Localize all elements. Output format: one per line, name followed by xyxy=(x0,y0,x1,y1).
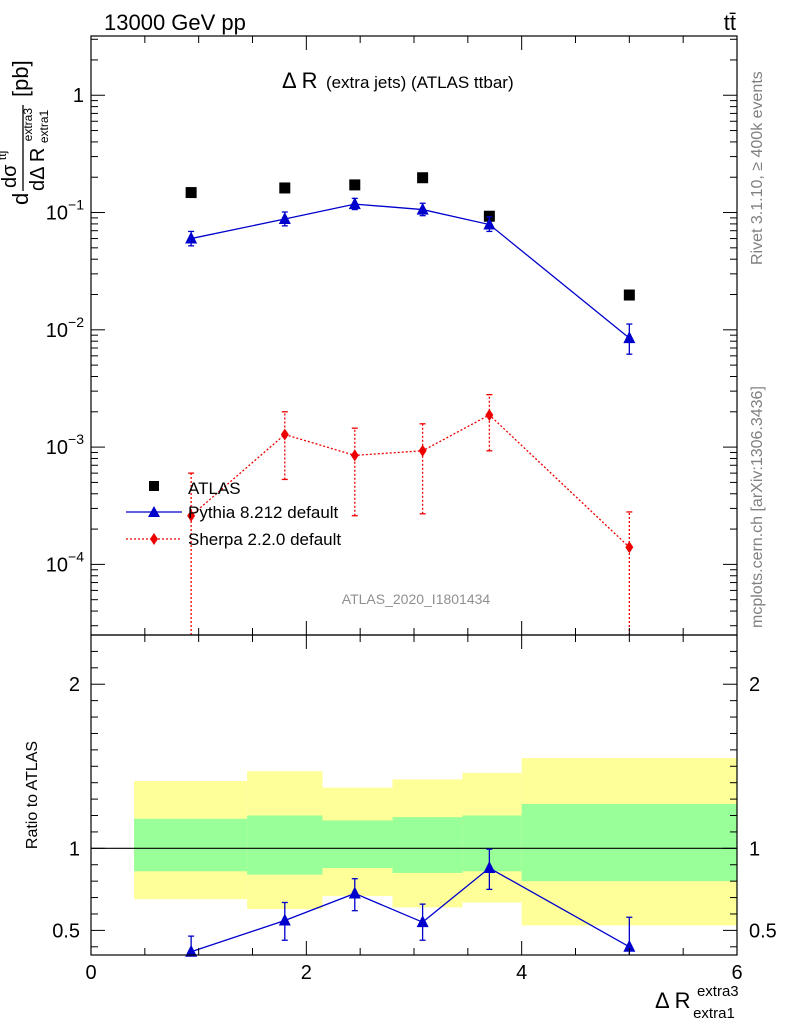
main-point-pythia xyxy=(416,202,429,215)
main-title-sub: (extra jets) (ATLAS ttbar) xyxy=(326,73,514,92)
ratio-x-tick-label: 0 xyxy=(85,962,96,984)
y-label-den-main: dΔ R xyxy=(27,148,49,191)
legend-marker-atlas xyxy=(149,481,159,491)
y-label-unit: [pb] xyxy=(8,60,33,97)
main-point-atlas xyxy=(349,179,361,191)
main-y-tick-label-base: 10 xyxy=(46,437,68,459)
main-axes: 10−410−310−210−11 xyxy=(46,36,738,635)
y-label-den-sup: extra3 xyxy=(21,108,35,142)
mcplots-label: mcplots.cern.ch [arXiv:1306.3436] xyxy=(749,386,766,628)
x-axis-label: Δ R extra3 extra1 xyxy=(655,983,743,1022)
ratio-y-tick-label-right: 2 xyxy=(749,674,760,696)
y-label-denominator: dΔ R extra1 extra3 xyxy=(21,105,52,191)
legend-label-atlas: ATLAS xyxy=(188,479,241,498)
ratio-band-inner xyxy=(322,820,393,869)
legend: ATLAS Pythia 8.212 default Sherpa 2.2.0 … xyxy=(126,479,341,549)
ratio-axes: 0.5 0.5 1 1 2 2 0 2 4 6 xyxy=(52,634,777,984)
x-label-sub: extra1 xyxy=(693,1005,735,1022)
ratio-point-pythia xyxy=(483,861,496,874)
ratio-point-pythia xyxy=(623,939,636,952)
main-y-tick-label: 10−3 xyxy=(46,431,84,459)
ratio-band-inner xyxy=(521,804,737,882)
ratio-y-tick-label: 0.5 xyxy=(52,920,80,942)
main-point-pythia xyxy=(348,197,361,210)
main-title: Δ R (extra jets) (ATLAS ttbar) xyxy=(282,68,514,93)
main-point-atlas xyxy=(185,187,197,199)
rivet-version-label: Rivet 3.1.10, ≥ 400k events xyxy=(749,71,766,265)
main-y-tick-label: 1 xyxy=(73,85,84,107)
main-y-tick-label: 10−2 xyxy=(46,314,84,342)
main-point-atlas xyxy=(623,289,635,301)
main-point-sherpa xyxy=(350,449,359,462)
main-point-sherpa xyxy=(187,509,196,522)
ratio-band-inner xyxy=(392,817,463,873)
y-label-numerator: dσ t̄tj xyxy=(0,151,21,188)
x-label-main: Δ R xyxy=(655,988,690,1013)
ratio-y-tick-label: 2 xyxy=(69,674,80,696)
x-label-sup: extra3 xyxy=(697,983,739,1000)
ratio-band-inner xyxy=(247,815,323,875)
main-point-pythia xyxy=(483,217,496,230)
main-point-atlas xyxy=(417,172,429,184)
legend-marker-sherpa xyxy=(150,533,158,545)
y-label-den-sub: extra1 xyxy=(37,109,51,143)
main-series-line-sherpa xyxy=(190,414,630,548)
process-label: tt̄ xyxy=(724,10,736,35)
main-point-sherpa xyxy=(418,444,427,457)
ratio-uncertainty-bands xyxy=(91,758,737,926)
ratio-point-pythia xyxy=(278,913,291,926)
y-label-num-sup: t̄tj xyxy=(0,151,9,161)
main-y-tick-label: 10−1 xyxy=(46,197,84,225)
energy-label: 13000 GeV pp xyxy=(104,10,246,35)
main-point-pythia xyxy=(185,231,198,244)
main-point-sherpa xyxy=(280,428,289,441)
legend-entry-sherpa: Sherpa 2.2.0 default xyxy=(126,530,341,549)
main-y-tick-label: 10−4 xyxy=(46,548,84,576)
main-point-pythia xyxy=(278,212,291,225)
ratio-point-pythia xyxy=(416,915,429,928)
main-y-tick-label-exp: −4 xyxy=(68,548,84,564)
ratio-panel: 0.5 0.5 1 1 2 2 0 2 4 6 Ratio to ATLAS Δ R extra3… xyxy=(24,634,777,1022)
ratio-x-tick-label: 6 xyxy=(731,962,742,984)
legend-label-pythia: Pythia 8.212 default xyxy=(188,503,339,522)
y-label-d: d xyxy=(8,193,33,205)
main-point-pythia xyxy=(623,331,636,344)
main-panel: 10−410−310−210−11 Δ R (extra jets) (ATLA… xyxy=(0,35,738,636)
main-title-main: Δ R xyxy=(282,68,317,93)
main-point-sherpa xyxy=(485,408,494,421)
legend-entry-pythia: Pythia 8.212 default xyxy=(126,503,339,522)
legend-marker-pythia xyxy=(148,506,160,517)
main-point-atlas xyxy=(279,182,291,194)
y-label-num-main: dσ xyxy=(0,164,21,188)
ratio-y-tick-label: 1 xyxy=(69,838,80,860)
ratio-band-inner xyxy=(134,818,248,872)
main-series-line-pythia xyxy=(190,203,630,339)
ratio-point-pythia xyxy=(348,886,361,899)
main-y-tick-label-exp: −2 xyxy=(68,314,84,330)
ratio-y-axis-label: Ratio to ATLAS xyxy=(24,741,41,849)
ratio-series-line-pythia xyxy=(190,867,630,953)
main-y-tick-label-base: 10 xyxy=(46,203,68,225)
main-data-layer xyxy=(185,172,636,635)
main-y-tick-label-exp: −1 xyxy=(68,197,84,213)
ratio-point-pythia xyxy=(185,944,198,957)
ratio-y-tick-label-right: 0.5 xyxy=(749,920,777,942)
ratio-band-inner xyxy=(462,815,522,872)
main-y-axis-label: d dσ t̄tj dΔ R extra1 extra3 [pb] xyxy=(0,60,52,205)
main-point-sherpa xyxy=(625,541,634,554)
ratio-x-tick-label: 2 xyxy=(301,962,312,984)
legend-label-sherpa: Sherpa 2.2.0 default xyxy=(188,530,341,549)
main-y-tick-label-base: 10 xyxy=(46,320,68,342)
analysis-label: ATLAS_2020_I1801434 xyxy=(342,591,491,607)
ratio-y-tick-label-right: 1 xyxy=(749,838,760,860)
main-y-tick-label-exp: −3 xyxy=(68,431,84,447)
legend-entry-atlas: ATLAS xyxy=(149,479,241,498)
main-y-tick-label-base: 10 xyxy=(46,554,68,576)
ratio-x-tick-label: 4 xyxy=(516,962,527,984)
